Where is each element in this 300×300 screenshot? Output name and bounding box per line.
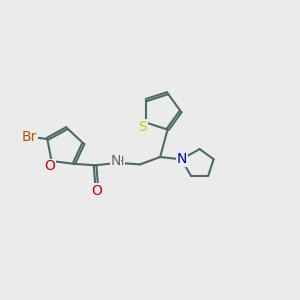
Text: Br: Br [22, 130, 37, 145]
Text: N: N [110, 154, 121, 168]
Text: O: O [91, 184, 102, 198]
Text: O: O [45, 159, 56, 173]
Text: H: H [115, 154, 124, 168]
Text: S: S [138, 120, 147, 134]
Text: N: N [177, 152, 187, 167]
